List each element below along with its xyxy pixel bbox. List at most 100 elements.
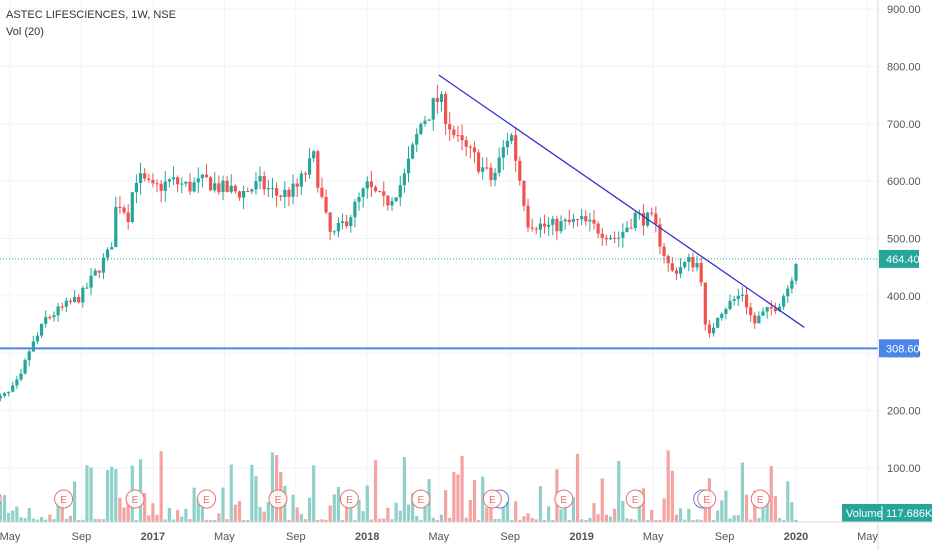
volume-bar bbox=[262, 511, 266, 522]
candle-body bbox=[526, 205, 530, 228]
volume-bar bbox=[151, 503, 155, 522]
volume-bar bbox=[505, 502, 510, 522]
earnings-marker[interactable] bbox=[125, 489, 145, 509]
volume-bar bbox=[683, 519, 687, 522]
candle-body bbox=[163, 181, 167, 191]
candle-body bbox=[769, 306, 773, 309]
volume-bar bbox=[476, 519, 481, 522]
earnings-marker[interactable] bbox=[482, 489, 502, 509]
symbol-title[interactable]: ASTEC LIFESCIENCES, 1W, NSE bbox=[6, 9, 176, 21]
volume-bar bbox=[361, 511, 365, 522]
volume-bar bbox=[452, 472, 456, 522]
candle-body bbox=[765, 306, 769, 312]
earnings-marker[interactable] bbox=[197, 489, 216, 509]
earnings-marker[interactable] bbox=[411, 489, 431, 509]
candle-body bbox=[773, 308, 777, 312]
volume-bar bbox=[274, 455, 279, 522]
candle-body bbox=[596, 223, 600, 234]
candle-body bbox=[114, 207, 118, 248]
earnings-marker[interactable] bbox=[554, 489, 574, 509]
volume-bar bbox=[509, 519, 514, 522]
volume-bar bbox=[629, 519, 633, 522]
volume-bar bbox=[2, 495, 7, 522]
volume-bar bbox=[435, 519, 439, 522]
earnings-marker[interactable] bbox=[750, 489, 770, 509]
volume-bar bbox=[613, 508, 617, 522]
volume-bar bbox=[386, 507, 390, 522]
candle-body bbox=[378, 191, 382, 193]
candle-body bbox=[180, 183, 184, 185]
candle-body bbox=[130, 192, 134, 223]
volume-bar bbox=[678, 508, 683, 522]
candle-body bbox=[542, 223, 547, 227]
volume-bar bbox=[336, 487, 341, 522]
earnings-marker[interactable] bbox=[0, 490, 2, 508]
volume-bar bbox=[724, 490, 728, 522]
price-tick-label: 600.00 bbox=[887, 176, 921, 188]
indicator-title[interactable]: Vol (20) bbox=[6, 26, 44, 38]
candle-body bbox=[629, 227, 633, 229]
volume-bar bbox=[534, 519, 538, 522]
volume-bar bbox=[332, 494, 336, 522]
earnings-marker-label: E bbox=[346, 495, 353, 506]
candle-body bbox=[56, 306, 60, 316]
volume-bar bbox=[242, 519, 246, 522]
volume-bar bbox=[530, 518, 534, 522]
candle-body bbox=[398, 185, 402, 198]
candle-body bbox=[217, 183, 221, 193]
volume-bar bbox=[551, 519, 555, 522]
candle-body bbox=[633, 212, 637, 229]
candle-body bbox=[225, 180, 229, 192]
earnings-marker[interactable] bbox=[625, 489, 645, 509]
candle-body bbox=[538, 223, 543, 230]
volume-bar bbox=[48, 514, 52, 522]
candle-body bbox=[691, 256, 695, 268]
candle-body bbox=[588, 219, 592, 222]
volume-bar bbox=[200, 504, 204, 522]
earnings-marker[interactable] bbox=[339, 489, 359, 509]
candle-body bbox=[126, 212, 130, 223]
earnings-marker[interactable] bbox=[54, 489, 74, 509]
volume-bar bbox=[287, 519, 291, 522]
trend-line[interactable] bbox=[438, 74, 805, 328]
volume-bar bbox=[687, 508, 691, 522]
candle-body bbox=[415, 134, 419, 145]
price-tick-label: 900.00 bbox=[887, 4, 921, 16]
candle-body bbox=[678, 267, 683, 274]
volume-bar bbox=[258, 506, 262, 522]
candle-body bbox=[617, 237, 621, 239]
volume-bar bbox=[7, 512, 11, 522]
volume-bar bbox=[217, 513, 221, 522]
volume-bar bbox=[559, 509, 563, 522]
volume-badge-label: Volume bbox=[846, 508, 883, 520]
candle-body bbox=[423, 120, 427, 124]
volume-bar bbox=[777, 518, 782, 522]
candle-body bbox=[790, 280, 794, 289]
volume-bar bbox=[485, 507, 489, 522]
volume-bar bbox=[699, 519, 703, 522]
candle-body bbox=[266, 188, 270, 190]
candle-body bbox=[279, 195, 283, 197]
candle-body bbox=[575, 219, 580, 221]
volume-bar bbox=[468, 500, 472, 522]
earnings-marker[interactable] bbox=[697, 489, 717, 509]
volume-bar bbox=[526, 513, 530, 522]
candle-body bbox=[604, 237, 608, 240]
candle-body bbox=[501, 147, 505, 158]
volume-bar bbox=[666, 450, 670, 522]
earnings-marker-label: E bbox=[275, 495, 282, 506]
candle-body bbox=[448, 124, 452, 130]
time-tick-label: 2019 bbox=[569, 531, 593, 543]
candle-body bbox=[295, 183, 299, 187]
earnings-marker[interactable] bbox=[268, 489, 288, 509]
candle-body bbox=[328, 212, 332, 232]
candle-body bbox=[7, 391, 11, 394]
candle-body bbox=[250, 189, 254, 192]
volume-bar bbox=[68, 515, 73, 522]
volume-bar bbox=[299, 514, 303, 522]
candle-body bbox=[349, 217, 353, 227]
candle-body bbox=[307, 158, 312, 175]
candle-body bbox=[509, 135, 514, 141]
